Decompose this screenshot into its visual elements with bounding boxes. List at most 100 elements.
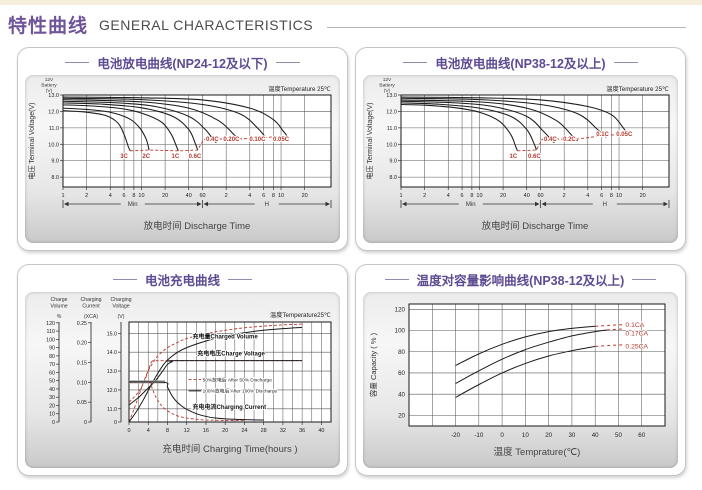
panel-title: 温度对容量影响曲线(NP38-12及以上) — [416, 273, 625, 288]
svg-text:温度Temperature 25℃: 温度Temperature 25℃ — [268, 85, 331, 93]
svg-text:Charge: Charge — [50, 297, 67, 303]
header-rule — [327, 26, 686, 28]
svg-text:%: % — [57, 314, 62, 320]
svg-text:40: 40 — [318, 428, 324, 434]
svg-text:3C: 3C — [120, 154, 128, 160]
svg-text:30: 30 — [568, 432, 575, 439]
svg-text:8: 8 — [272, 193, 275, 199]
panel-charge: 电池充电曲线 0 4 8 12 16 20 24 28 32 36 40 Charge Volume% 1… — [17, 264, 348, 476]
svg-text:8: 8 — [132, 193, 135, 199]
chart-plaque: 1 2 4 6 8 10 20 40 60 2 4 6 8 10 20 13.0 12.0 11.0 10.0 9.0… — [25, 75, 340, 243]
panel-temperature-capacity: 温度对容量影响曲线(NP38-12及以上) 120 100 80 60 40 20 -20-… — [355, 264, 686, 476]
svg-text:20: 20 — [500, 193, 506, 199]
svg-text:0.05: 0.05 — [77, 400, 87, 406]
svg-text:0.20: 0.20 — [77, 341, 87, 347]
svg-text:110: 110 — [47, 329, 55, 335]
svg-text:16: 16 — [203, 428, 209, 434]
svg-text:40: 40 — [49, 387, 55, 393]
svg-text:6: 6 — [123, 193, 126, 199]
svg-text:9.0: 9.0 — [389, 159, 397, 165]
svg-text:11.0: 11.0 — [387, 126, 397, 132]
svg-text:电压 Terminal Voltage(V): 电压 Terminal Voltage(V) — [27, 102, 36, 179]
svg-text:Min: Min — [466, 202, 476, 208]
svg-text:50: 50 — [49, 379, 55, 385]
svg-text:2: 2 — [423, 193, 426, 199]
svg-text:13.0: 13.0 — [386, 93, 397, 99]
page-top-strip — [0, 0, 702, 5]
svg-text:4: 4 — [447, 193, 450, 199]
svg-text:80: 80 — [398, 349, 405, 356]
svg-text:60: 60 — [49, 370, 55, 376]
svg-text:Volume: Volume — [50, 304, 67, 310]
chart-plaque: 120 100 80 60 40 20 -20 -10 0 10 20 30 40 50 60 容量 Capa… — [363, 292, 678, 468]
svg-text:20: 20 — [302, 193, 308, 199]
svg-text:温度 Temprature(℃): 温度 Temprature(℃) — [494, 446, 581, 458]
svg-text:8: 8 — [470, 193, 473, 199]
svg-text:容量 Capacity ( % ): 容量 Capacity ( % ) — [368, 332, 378, 397]
svg-text:放电时间 Discharge Time: 放电时间 Discharge Time — [144, 220, 251, 232]
svg-text:4: 4 — [147, 428, 150, 434]
svg-text:充电电流Charging Current: 充电电流Charging Current — [192, 403, 266, 411]
title-dash-left — [112, 278, 137, 280]
svg-text:10: 10 — [49, 412, 55, 418]
svg-text:(V): (V) — [118, 314, 125, 320]
svg-text:100%放电后 After 100% Discharge: 100%放电后 After 100% Discharge — [203, 388, 278, 395]
svg-text:充电时间 Charging Time(hours ): 充电时间 Charging Time(hours ) — [162, 443, 297, 455]
title-dash-left — [65, 61, 90, 63]
svg-text:0.25: 0.25 — [77, 321, 87, 327]
panel-title: 电池放电曲线(NP38-12及以上) — [435, 56, 606, 71]
svg-text:120: 120 — [46, 321, 55, 327]
panel-title-row: 电池放电曲线(NP38-12及以上) — [356, 51, 685, 73]
svg-text:8: 8 — [166, 428, 169, 434]
svg-text:0: 0 — [84, 420, 87, 426]
svg-text:32: 32 — [280, 428, 286, 434]
svg-text:20: 20 — [222, 428, 228, 434]
svg-text:40: 40 — [398, 391, 405, 398]
svg-text:0.1C: 0.1C — [596, 132, 609, 138]
svg-text:60: 60 — [638, 432, 645, 439]
svg-text:13.0: 13.0 — [48, 93, 59, 99]
svg-text:0: 0 — [127, 428, 130, 434]
title-dash-right — [632, 278, 657, 280]
svg-text:50%放电后 After 50% Discharge: 50%放电后 After 50% Discharge — [203, 376, 273, 383]
svg-text:(XCA): (XCA) — [84, 314, 98, 320]
svg-text:12.0: 12.0 — [107, 388, 117, 394]
svg-text:100: 100 — [46, 337, 55, 343]
svg-text:13.0: 13.0 — [107, 369, 117, 375]
svg-text:1: 1 — [61, 193, 64, 199]
svg-text:0.05C: 0.05C — [273, 137, 290, 143]
page-title-zh: 特性曲线 — [8, 16, 89, 37]
charts-grid: 电池放电曲线(NP24-12及以下) 1 2 4 6 8 10 20 40 60 2 4 6 8 10 20… — [0, 47, 702, 476]
svg-text:0.6C: 0.6C — [528, 154, 541, 160]
svg-text:30: 30 — [49, 395, 55, 401]
svg-text:10: 10 — [616, 193, 622, 199]
svg-text:Min: Min — [128, 202, 138, 208]
svg-text:80: 80 — [49, 354, 55, 360]
svg-text:0.05C: 0.05C — [616, 132, 633, 138]
svg-text:11.0: 11.0 — [49, 126, 59, 132]
svg-text:Charging: Charging — [80, 297, 101, 303]
svg-text:(V): (V) — [384, 88, 391, 94]
svg-text:0.1CA: 0.1CA — [625, 322, 644, 329]
svg-text:0.4C: 0.4C — [544, 137, 557, 143]
svg-text:12.0: 12.0 — [48, 109, 59, 115]
svg-text:H: H — [265, 202, 269, 208]
svg-text:0.4C: 0.4C — [206, 137, 219, 143]
svg-text:电压 Terminal Voltage(V): 电压 Terminal Voltage(V) — [365, 102, 374, 179]
svg-text:0: 0 — [52, 420, 55, 426]
svg-text:40: 40 — [186, 193, 192, 199]
svg-text:0.6C: 0.6C — [189, 154, 202, 160]
svg-text:10.0: 10.0 — [386, 142, 397, 148]
panel-title: 电池充电曲线 — [144, 273, 220, 288]
svg-text:8.0: 8.0 — [51, 175, 59, 181]
svg-text:70: 70 — [49, 362, 55, 368]
svg-text:充电电压Charge Voltage: 充电电压Charge Voltage — [197, 350, 265, 358]
panel-title-row: 电池充电曲线 — [18, 268, 347, 290]
svg-text:10: 10 — [522, 432, 529, 439]
svg-text:36: 36 — [299, 428, 305, 434]
page-title-en: GENERAL CHARACTERISTICS — [99, 16, 314, 33]
svg-text:12: 12 — [184, 428, 190, 434]
svg-text:90: 90 — [49, 346, 55, 352]
title-dash-left — [384, 278, 409, 280]
svg-text:10: 10 — [138, 193, 144, 199]
